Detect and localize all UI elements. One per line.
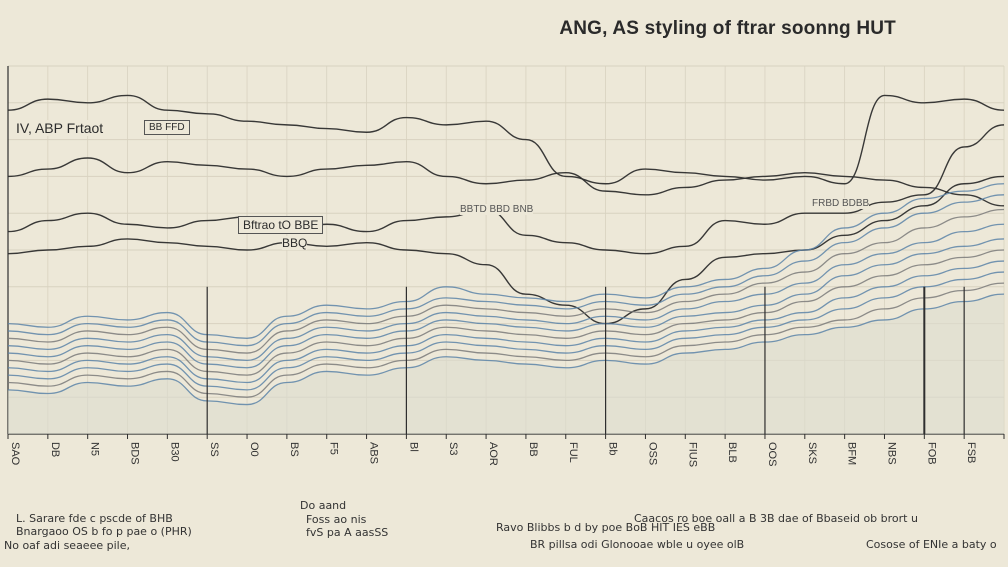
x-tick-label: Bb xyxy=(607,442,619,455)
series-line xyxy=(7,157,1005,207)
footnote: No oaf adi seaeee pile, xyxy=(4,539,130,552)
chart-title: ANG, AS styling of ftrar soonng HUT xyxy=(559,18,896,39)
x-tick-label: OOS xyxy=(766,442,778,466)
footnote: BR pillsa odi Glonooae wble u oyee olB xyxy=(530,538,745,551)
series-line xyxy=(7,249,1005,376)
x-tick-label: SKS xyxy=(806,442,818,464)
footnote: Cosose of ENIe a baty o xyxy=(866,538,997,551)
series-line xyxy=(7,124,1005,255)
series-line xyxy=(7,183,1005,339)
footnote: Caacos ro boe oall a B 3B dae of Bbaseid… xyxy=(634,512,918,525)
x-tick-label: SS xyxy=(208,442,220,457)
x-tick-label: FOB xyxy=(925,442,937,465)
vertical-markers xyxy=(206,286,965,434)
band-area-fill xyxy=(8,294,1004,434)
footnote: L. Sarare fde c pscde of BHB xyxy=(16,512,173,525)
x-tick-label: FUL xyxy=(567,442,579,463)
annotation-label: BB FFD xyxy=(144,120,190,135)
x-tick-label: AOR xyxy=(487,442,499,466)
x-tick-label: BLB xyxy=(726,442,738,463)
annotation-label: FRBD BDBB xyxy=(812,198,870,209)
x-tick-label: N5 xyxy=(89,442,101,456)
x-tick-label: BS xyxy=(288,442,300,457)
x-tick-label: FIUS xyxy=(686,442,698,467)
annotation-label: BBTD BBD BNB xyxy=(460,204,534,215)
annotation-label: IV, ABP Frtaot xyxy=(16,120,104,136)
x-tick-group: SAO DB N5 BDS B30 SS O0 BS F5 ABS Bl S3 AOR BB FUL Bb OS… xyxy=(7,434,1008,467)
band-fills xyxy=(8,294,1004,434)
series-group xyxy=(7,94,1005,406)
x-tick-label: SAO xyxy=(9,442,21,466)
x-tick-label: F5 xyxy=(328,442,340,455)
x-tick-label: NBS xyxy=(885,442,897,465)
series-line xyxy=(7,293,1005,406)
annotation-label: Bftrao tO BBE xyxy=(238,216,324,234)
x-tick-label: BDS xyxy=(129,442,141,465)
x-tick-label: B30 xyxy=(168,442,180,462)
series-line xyxy=(7,282,1005,398)
footnote: fvS pa A aasSS xyxy=(306,526,389,539)
x-tick-label: BNB xyxy=(1005,442,1008,465)
x-tick-label: BB xyxy=(527,442,539,457)
footnote: Do aand xyxy=(300,499,347,512)
x-tick-label: ABS xyxy=(368,442,380,464)
x-tick-label: DB xyxy=(49,442,61,457)
x-tick-label: FSB xyxy=(965,442,977,463)
x-tick-label: O0 xyxy=(248,442,260,457)
series-line xyxy=(7,271,1005,391)
series-line xyxy=(7,194,1005,347)
footnote: Foss ao nis xyxy=(306,513,367,526)
series-line xyxy=(7,260,1005,384)
footnote: Bnargaoo OS b fo p pae o (PHR) xyxy=(16,525,192,538)
x-tick-label: Bl xyxy=(407,442,419,452)
annotation-label: BBQ xyxy=(282,236,308,250)
series-line xyxy=(7,208,1005,354)
series-line xyxy=(7,175,1005,325)
x-tick-label: BFM xyxy=(846,442,858,465)
series-line xyxy=(7,94,1005,185)
x-tick-label: OSS xyxy=(646,442,658,465)
footnote: Ravo Blibbs b d by poe BoB HIT IES eBB xyxy=(496,521,716,534)
series-line xyxy=(7,223,1005,362)
x-tick-label: S3 xyxy=(447,442,459,455)
series-line xyxy=(7,238,1005,369)
